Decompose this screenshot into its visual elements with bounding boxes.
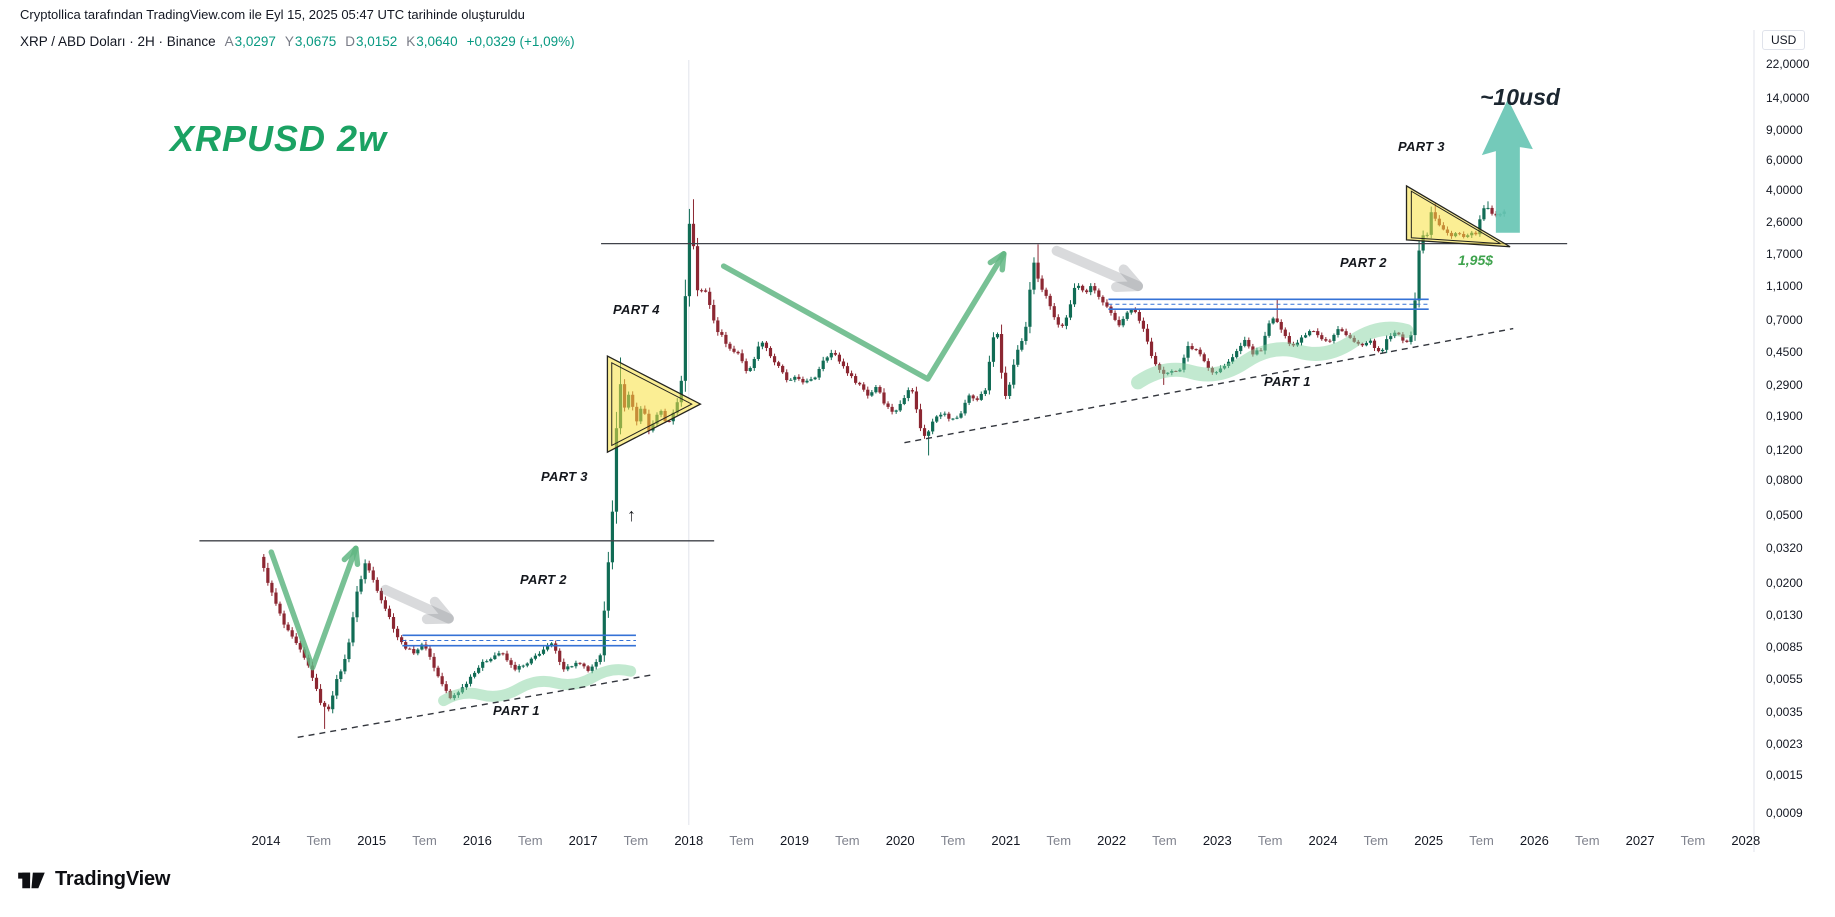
part3-right-label: PART 3 (1398, 139, 1445, 154)
support-trendline (904, 327, 1514, 444)
price-axis-unit: USD (1762, 30, 1806, 50)
footer: TradingView (16, 868, 170, 891)
chart-title: XRPUSD 2w (170, 118, 388, 159)
attribution-text: Cryptollica tarafından TradingView.com i… (20, 7, 525, 22)
change-value: +0,0329 (+1,09%) (466, 34, 575, 49)
trend-highlight-squiggle (1131, 321, 1414, 390)
support-trendline (297, 674, 652, 739)
part3-left-label: PART 3 (541, 469, 588, 484)
small-up-arrow: ↑ (627, 505, 636, 525)
low-label: D (345, 34, 355, 49)
pennant-triangle (1405, 184, 1511, 248)
trend-highlight-squiggle (438, 664, 637, 707)
gray-arrow (380, 584, 454, 624)
high-value: 3,0675 (294, 34, 337, 49)
gray-arrow-head (1111, 264, 1144, 292)
tradingview-brand[interactable]: TradingView (55, 868, 171, 890)
gray-arrow (1051, 245, 1144, 292)
close-label: K (406, 34, 416, 49)
part2-right-label: PART 2 (1340, 255, 1387, 270)
open-value: 3,0297 (234, 34, 276, 49)
symbol-title: XRP / ABD Doları · 2H · Binance (20, 34, 216, 49)
candlestick-series (262, 199, 1506, 729)
green-arrow-head (987, 251, 1007, 273)
low-value: 3,0152 (355, 34, 398, 49)
breakout-level-label: 1,95$ (1458, 252, 1494, 268)
open-label: A (224, 34, 234, 49)
pennant-inner-outline (1410, 190, 1501, 245)
high-label: Y (284, 34, 294, 49)
green-arrow (720, 251, 1007, 382)
green-arrow (268, 545, 359, 671)
gray-arrow-head (421, 596, 454, 625)
close-value: 3,0640 (416, 34, 458, 49)
pennant-inner-outline (611, 361, 693, 447)
part1-left-label: PART 1 (493, 703, 540, 718)
pennant-triangle (606, 354, 702, 454)
part4-label: PART 4 (613, 302, 660, 317)
tradingview-logo-icon[interactable] (16, 869, 46, 891)
green-arrow-head (341, 545, 361, 567)
part2-left-label: PART 2 (520, 572, 567, 587)
symbol-bar: XRP / ABD Doları · 2H · Binance A 3,0297 … (20, 34, 575, 49)
big-up-arrow (1481, 99, 1533, 233)
part1-right-label: PART 1 (1264, 374, 1311, 389)
price-target-text: ~10usd (1480, 84, 1560, 110)
